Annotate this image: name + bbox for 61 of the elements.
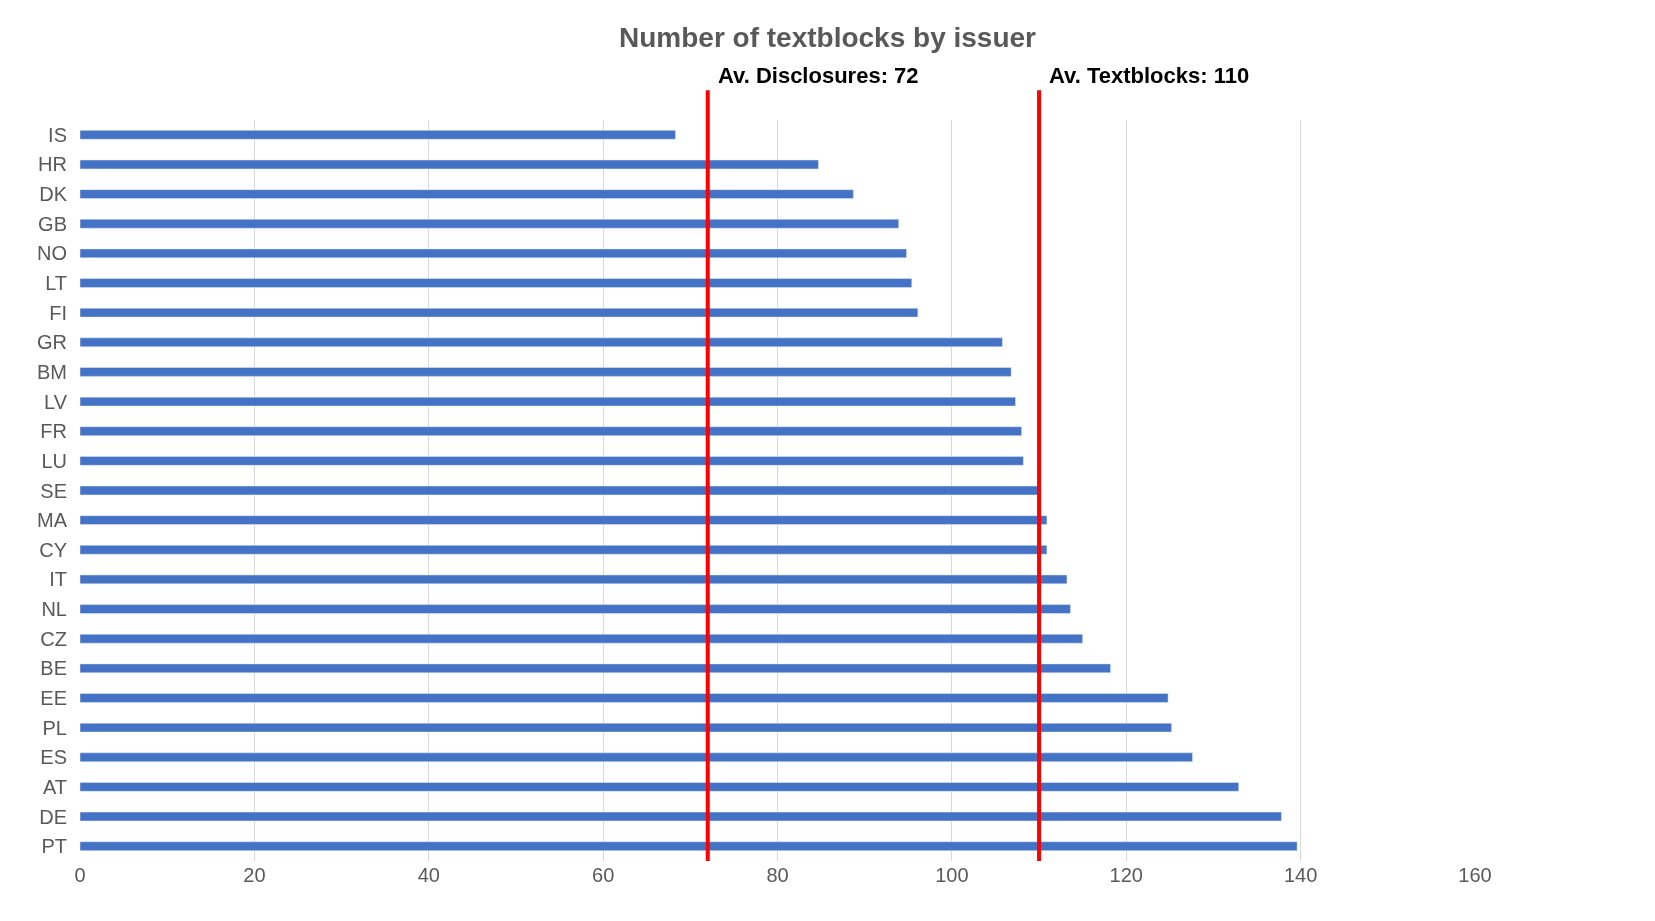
y-tick-label: IS [48,123,67,146]
bar [80,693,1169,703]
ref-line-label: Av. Disclosures: 72 [718,63,919,88]
x-tick-label: 60 [592,864,615,886]
y-tick-label: LU [41,449,67,472]
x-tick-label: 40 [417,864,440,886]
bar [80,574,1068,585]
ref-line-label: Av. Textblocks: 110 [1049,63,1250,88]
bar [80,307,919,318]
bar [80,811,1282,822]
y-tick-label: DK [39,183,68,206]
bar [80,752,1193,762]
x-tick-label: 140 [1283,864,1318,886]
x-tick-label: 160 [1458,864,1492,886]
y-tick-label: PL [42,716,67,739]
y-tick-label: ES [40,746,67,769]
y-tick-label: MA [37,509,68,532]
y-tick-label: AT [42,775,67,798]
x-tick-label: 20 [243,864,266,886]
bar [80,189,854,199]
bar [80,367,1012,377]
bar [80,159,819,170]
bar [80,396,1016,407]
bar [80,722,1172,733]
bar [80,663,1111,674]
y-tick-label: CZ [40,627,67,650]
y-tick-label: SE [40,479,67,502]
y-tick-label: IT [49,568,67,591]
y-tick-label: FR [40,420,67,443]
bar [80,219,899,229]
bar [80,515,1048,525]
bar [80,426,1022,436]
x-tick-label: 120 [1109,864,1143,886]
y-tick-label: EE [40,686,67,709]
y-tick-label: HR [38,153,67,176]
y-tick-label: NO [37,242,67,265]
bar [80,278,913,288]
bar [80,130,676,140]
y-tick-label: NL [41,598,67,621]
bar [80,337,1003,347]
y-tick-label: CY [39,538,67,561]
x-tick-label: 80 [766,864,789,886]
chart-title: Number of textblocks by issuer [618,22,1037,54]
y-tick-label: LT [45,272,67,295]
y-tick-label: DE [39,805,67,828]
x-tick-label: 0 [74,864,86,886]
x-tick-label: 100 [935,864,969,886]
y-tick-label: BM [37,360,67,383]
y-tick-label: FI [49,301,67,324]
bar [80,604,1071,614]
bar [80,634,1083,644]
y-tick-label: GR [37,331,67,354]
y-tick-label: PT [41,835,67,858]
bar [80,841,1298,851]
y-tick-label: LV [44,390,68,413]
y-tick-label: BE [40,657,67,680]
bar [80,248,907,259]
y-tick-label: GB [38,212,67,235]
bar [80,456,1024,466]
bar [80,545,1048,555]
bar [80,782,1239,792]
